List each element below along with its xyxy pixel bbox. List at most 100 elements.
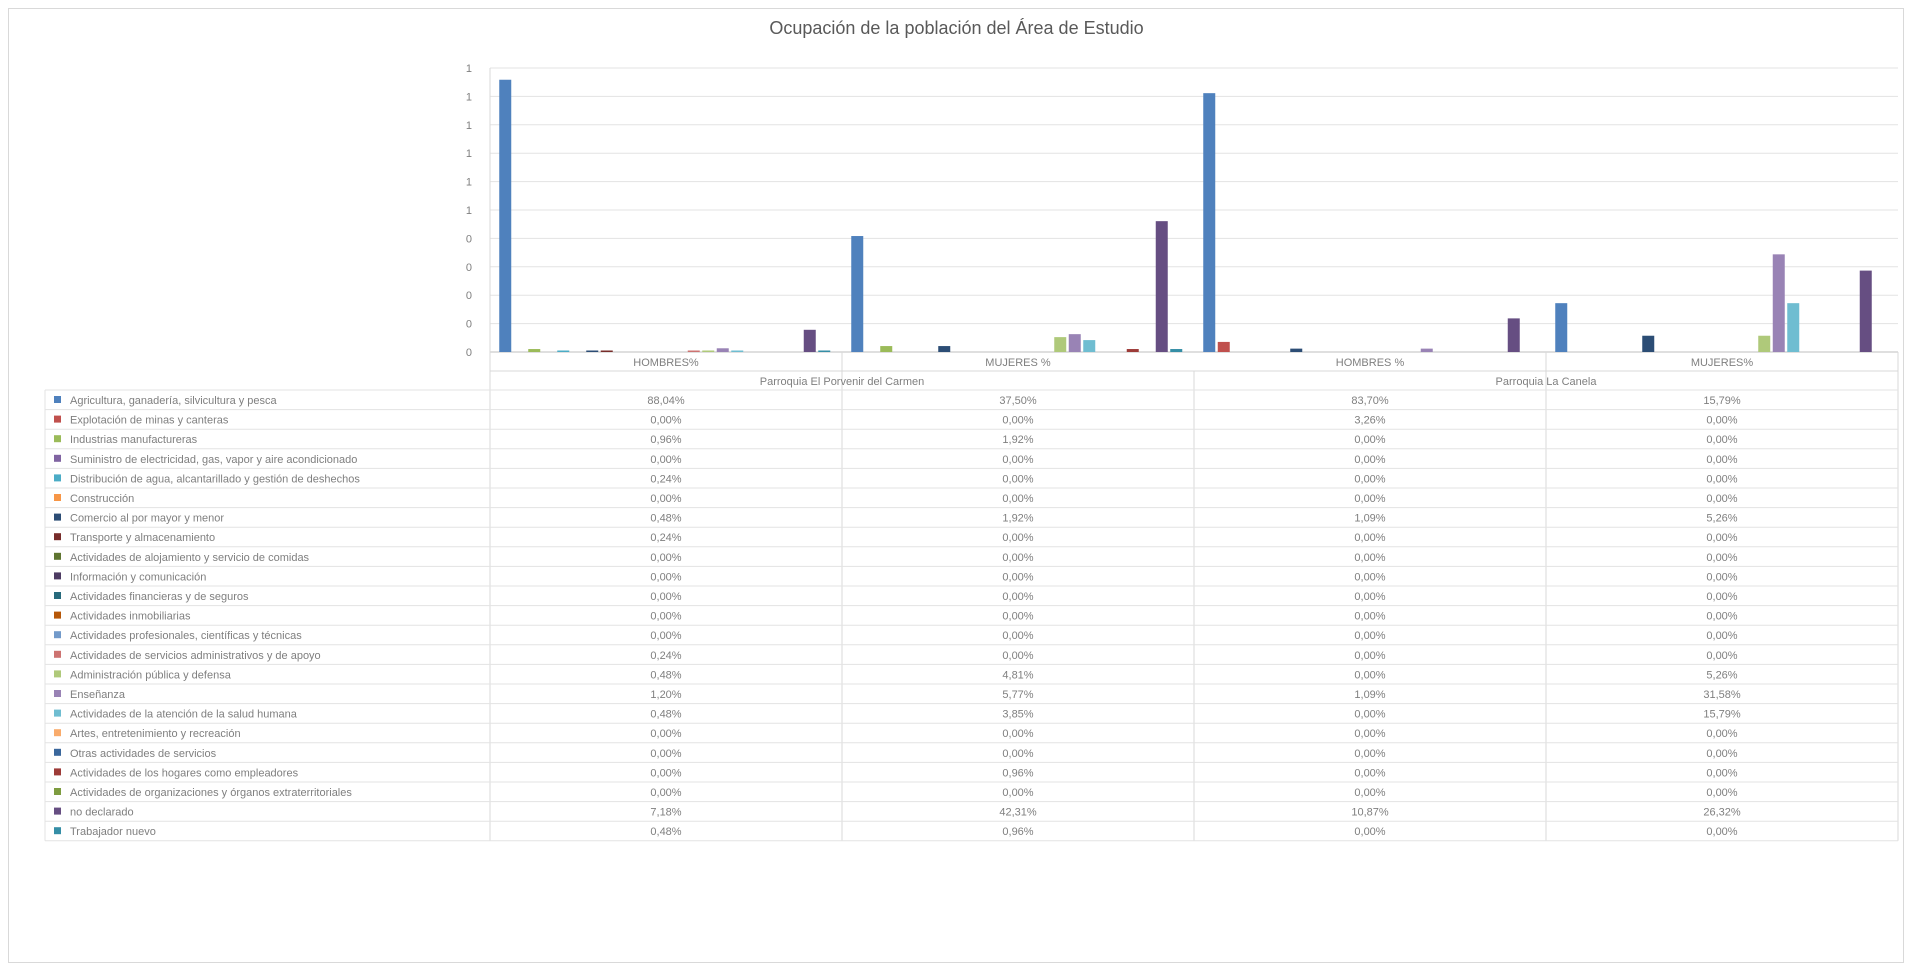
bar: [880, 346, 893, 352]
data-label: 0,00%: [1354, 728, 1385, 740]
legend-entry: Distribución de agua, alcantarillado y g…: [70, 473, 360, 485]
legend-key: [54, 788, 61, 795]
bar: [1555, 303, 1568, 352]
data-label: 1,20%: [650, 689, 681, 701]
legend-entry: Actividades financieras y de seguros: [70, 591, 249, 603]
y-tick-label: 0: [466, 290, 472, 302]
data-label: 0,00%: [1002, 493, 1033, 505]
bar: [851, 236, 864, 352]
bar: [528, 349, 541, 352]
data-label: 0,00%: [1354, 630, 1385, 642]
bar: [1155, 221, 1168, 352]
legend-entry: Actividades profesionales, científicas y…: [70, 630, 302, 642]
data-label: 5,77%: [1002, 689, 1033, 701]
data-label: 0,00%: [650, 630, 681, 642]
data-label: 0,00%: [1706, 552, 1737, 564]
legend-key: [54, 415, 61, 423]
data-label: 0,00%: [1002, 532, 1033, 544]
data-label: 0,00%: [1354, 669, 1385, 681]
bar: [1290, 348, 1303, 352]
legend-key: [54, 611, 61, 619]
data-label: 0,00%: [650, 454, 681, 466]
legend-key: [54, 474, 61, 482]
data-label: 0,00%: [1354, 552, 1385, 564]
legend-key: [54, 650, 61, 658]
legend-key: [54, 631, 61, 639]
data-label: 0,00%: [1706, 454, 1737, 466]
y-tick-label: 1: [466, 91, 472, 103]
data-label: 0,00%: [1706, 415, 1737, 427]
bar: [1859, 270, 1872, 352]
data-label: 0,00%: [1354, 591, 1385, 603]
data-label: 0,00%: [1354, 571, 1385, 583]
data-label: 15,79%: [1703, 709, 1741, 721]
legend-entry: Suministro de electricidad, gas, vapor y…: [70, 454, 357, 466]
legend-key: [54, 396, 61, 403]
data-label: 0,00%: [1706, 728, 1737, 740]
y-tick-label: 0: [466, 347, 472, 359]
legend-entry: Información y comunicación: [70, 571, 206, 583]
data-label: 0,00%: [1706, 434, 1737, 446]
legend-entry: Transporte y almacenamiento: [70, 532, 215, 544]
data-label: 0,00%: [1002, 748, 1033, 760]
y-tick-label: 0: [466, 262, 472, 274]
bar: [938, 346, 951, 352]
data-label: 0,00%: [1002, 552, 1033, 564]
y-tick-label: 1: [466, 148, 472, 160]
data-label: 0,48%: [650, 513, 681, 525]
bar: [803, 329, 816, 352]
data-label: 0,00%: [1354, 493, 1385, 505]
data-label: 0,00%: [650, 552, 681, 564]
bar: [702, 350, 715, 352]
data-label: 31,58%: [1703, 689, 1741, 701]
data-label: 0,00%: [1002, 591, 1033, 603]
data-label: 0,00%: [1706, 650, 1737, 662]
legend-entry: Actividades de servicios administrativos…: [70, 650, 321, 662]
legend-key: [54, 513, 61, 521]
data-label: 0,00%: [1354, 748, 1385, 760]
bar: [1507, 318, 1520, 352]
legend-entry: Actividades de la atención de la salud h…: [70, 709, 298, 721]
data-label: 0,00%: [650, 591, 681, 603]
data-label: 0,00%: [1002, 787, 1033, 799]
data-label: 5,26%: [1706, 669, 1737, 681]
group-label: Parroquia La Canela: [1496, 376, 1598, 388]
data-label: 0,00%: [1706, 630, 1737, 642]
category-label: HOMBRES%: [633, 357, 699, 369]
legend-entry: Trabajador nuevo: [70, 826, 156, 838]
legend-key: [54, 709, 61, 717]
legend-entry: Industrias manufactureras: [70, 434, 198, 446]
data-label: 0,00%: [650, 787, 681, 799]
data-label: 0,00%: [1354, 709, 1385, 721]
y-tick-label: 1: [466, 120, 472, 132]
data-label: 88,04%: [647, 395, 685, 407]
legend-key: [54, 494, 61, 501]
y-tick-label: 1: [466, 177, 472, 189]
data-label: 0,00%: [650, 571, 681, 583]
data-label: 0,00%: [1706, 611, 1737, 623]
legend-key: [54, 572, 61, 580]
bar: [1420, 348, 1433, 352]
data-label: 0,00%: [650, 415, 681, 427]
legend-key: [54, 690, 61, 697]
legend-entry: Actividades inmobiliarias: [70, 611, 191, 623]
data-label: 0,00%: [1354, 787, 1385, 799]
bar: [600, 350, 613, 352]
bar: [1054, 337, 1067, 352]
legend-key: [54, 807, 61, 815]
data-label: 1,09%: [1354, 513, 1385, 525]
legend-key: [54, 592, 61, 599]
data-label: 0,00%: [1706, 748, 1737, 760]
data-label: 3,26%: [1354, 415, 1385, 427]
data-label: 5,26%: [1706, 513, 1737, 525]
bar: [586, 350, 599, 352]
data-label: 0,00%: [650, 748, 681, 760]
legend-entry: Administración pública y defensa: [70, 669, 232, 681]
legend-key: [54, 435, 61, 443]
legend-entry: Construcción: [70, 493, 134, 505]
legend-key: [54, 552, 61, 560]
data-label: 0,00%: [1706, 473, 1737, 485]
data-label: 0,00%: [1706, 787, 1737, 799]
legend-entry: Enseñanza: [70, 689, 126, 701]
